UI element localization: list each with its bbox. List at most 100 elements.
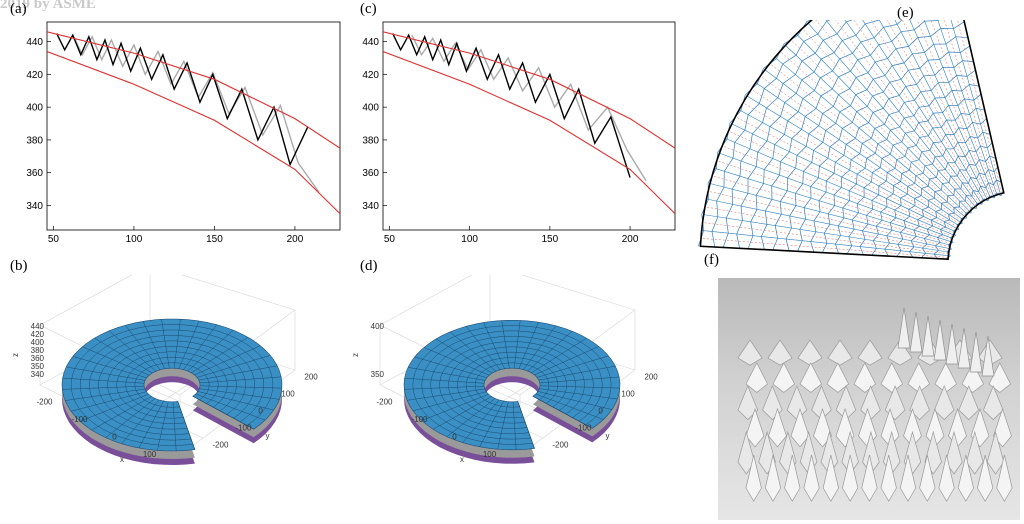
crease-spoke [894,20,988,200]
facet-radial [199,388,280,400]
y-tick-label: 400 [26,103,43,114]
panel-label-b: (b) [10,258,28,274]
crease-spoke [764,69,963,220]
facet-radial [421,393,489,421]
paper-fold [853,362,877,393]
crease-spoke [709,183,951,246]
facet-radial [517,401,535,449]
crease-spoke [714,167,952,242]
y-tick-label: 420 [26,70,43,81]
box-edge [181,275,296,311]
box-edge [379,275,473,326]
paper-fold [880,407,900,448]
facet-radial [72,356,147,378]
crease-spoke [746,95,959,226]
facet-radial [535,393,604,420]
panel-label-d: (d) [360,258,378,274]
paper-fold [966,430,984,475]
crease-spokes [700,20,1005,260]
y-tick-label: -100 [235,423,252,432]
paper-fold-back [909,311,923,353]
z-tick-label: 360 [31,354,45,363]
panel-label-c: (c) [360,1,377,17]
chart-a: 50 100 150 200 340 360 380 400 420 440 [26,21,341,245]
x-tick-label: 0 [452,432,457,441]
paper-fold-back [957,327,971,369]
x-tick-label: 200 [622,234,639,245]
crease-ring [722,20,853,248]
facet-radial [479,400,504,447]
x-tick-label: 200 [287,234,304,245]
paper-fold [919,454,936,502]
z-tick-label: 400 [371,322,385,331]
facet-radial [404,385,485,390]
paper-fold [827,339,853,366]
facet-radial [531,337,587,374]
crease-dash [728,130,955,234]
paper-fold [996,454,1013,502]
z-tick-label: 440 [31,322,45,331]
facet-radial [178,320,200,369]
paper-folds [737,307,1013,502]
gray-zigzag-series [411,34,647,182]
crease-spoke [725,138,954,236]
paper-fold [993,407,1012,448]
crease-spoke [719,152,953,239]
plot-3d-d: 350 400 z -200 -100 0 100 x 200 100 0 -100 -200 y [351,275,658,464]
facet-radial [497,401,509,450]
z-axis-label: z [351,353,360,357]
y-tick-label: 360 [26,168,43,179]
paper-fold [784,454,801,502]
crease-dash [802,28,972,211]
facet-radial [462,399,500,443]
facet-ring [70,324,274,446]
facet-radial [177,401,196,450]
x-tick-label: -100 [71,415,88,424]
facet-radial [195,393,266,421]
facet-ring [79,329,265,441]
crease-rings [698,20,1004,260]
facet-radial [198,365,278,381]
paper-fold [988,362,1012,393]
facet-radial [423,347,490,376]
facet-radial [539,376,620,384]
paper-fold [772,362,796,393]
facet-radial [501,320,510,369]
paper-fold [767,339,793,366]
y-tick-label: -200 [212,440,229,449]
facet-radial [66,366,146,381]
crease-dash [751,89,960,225]
paper-fold-back [897,307,911,349]
crease-spoke [923,20,994,197]
x-tick-label: 50 [48,234,60,245]
crease-spoke [878,20,985,201]
facet-ring [430,335,594,435]
facet-radial [404,377,485,384]
x-tick-label: 100 [126,234,143,245]
box-edge [39,275,133,326]
x-tick-label: 0 [112,432,117,441]
paper-fold [737,339,763,366]
crease-dash [716,160,952,241]
crease-spoke [862,20,982,203]
paper-fold [957,454,974,502]
folded-surface [61,318,283,452]
facet-radial [121,399,160,444]
x-tick-label: -100 [411,415,428,424]
y-tick-label: 380 [362,135,379,146]
paper-fold [745,454,762,502]
facet-radial [450,331,497,372]
paper-fold [811,385,832,421]
folded-surface [403,320,621,451]
facet-radial [513,320,521,369]
facet-radial [512,401,517,450]
crease-dash [742,102,958,228]
paper-fold-back [981,335,995,377]
z-tick-label: 400 [31,338,45,347]
lower-boundary-curve [383,50,675,215]
y-tick-label: 360 [362,168,379,179]
crease-spoke [706,198,950,249]
facet-radial [142,321,165,369]
y-tick-label: 380 [26,135,43,146]
facet-radial [161,319,170,369]
